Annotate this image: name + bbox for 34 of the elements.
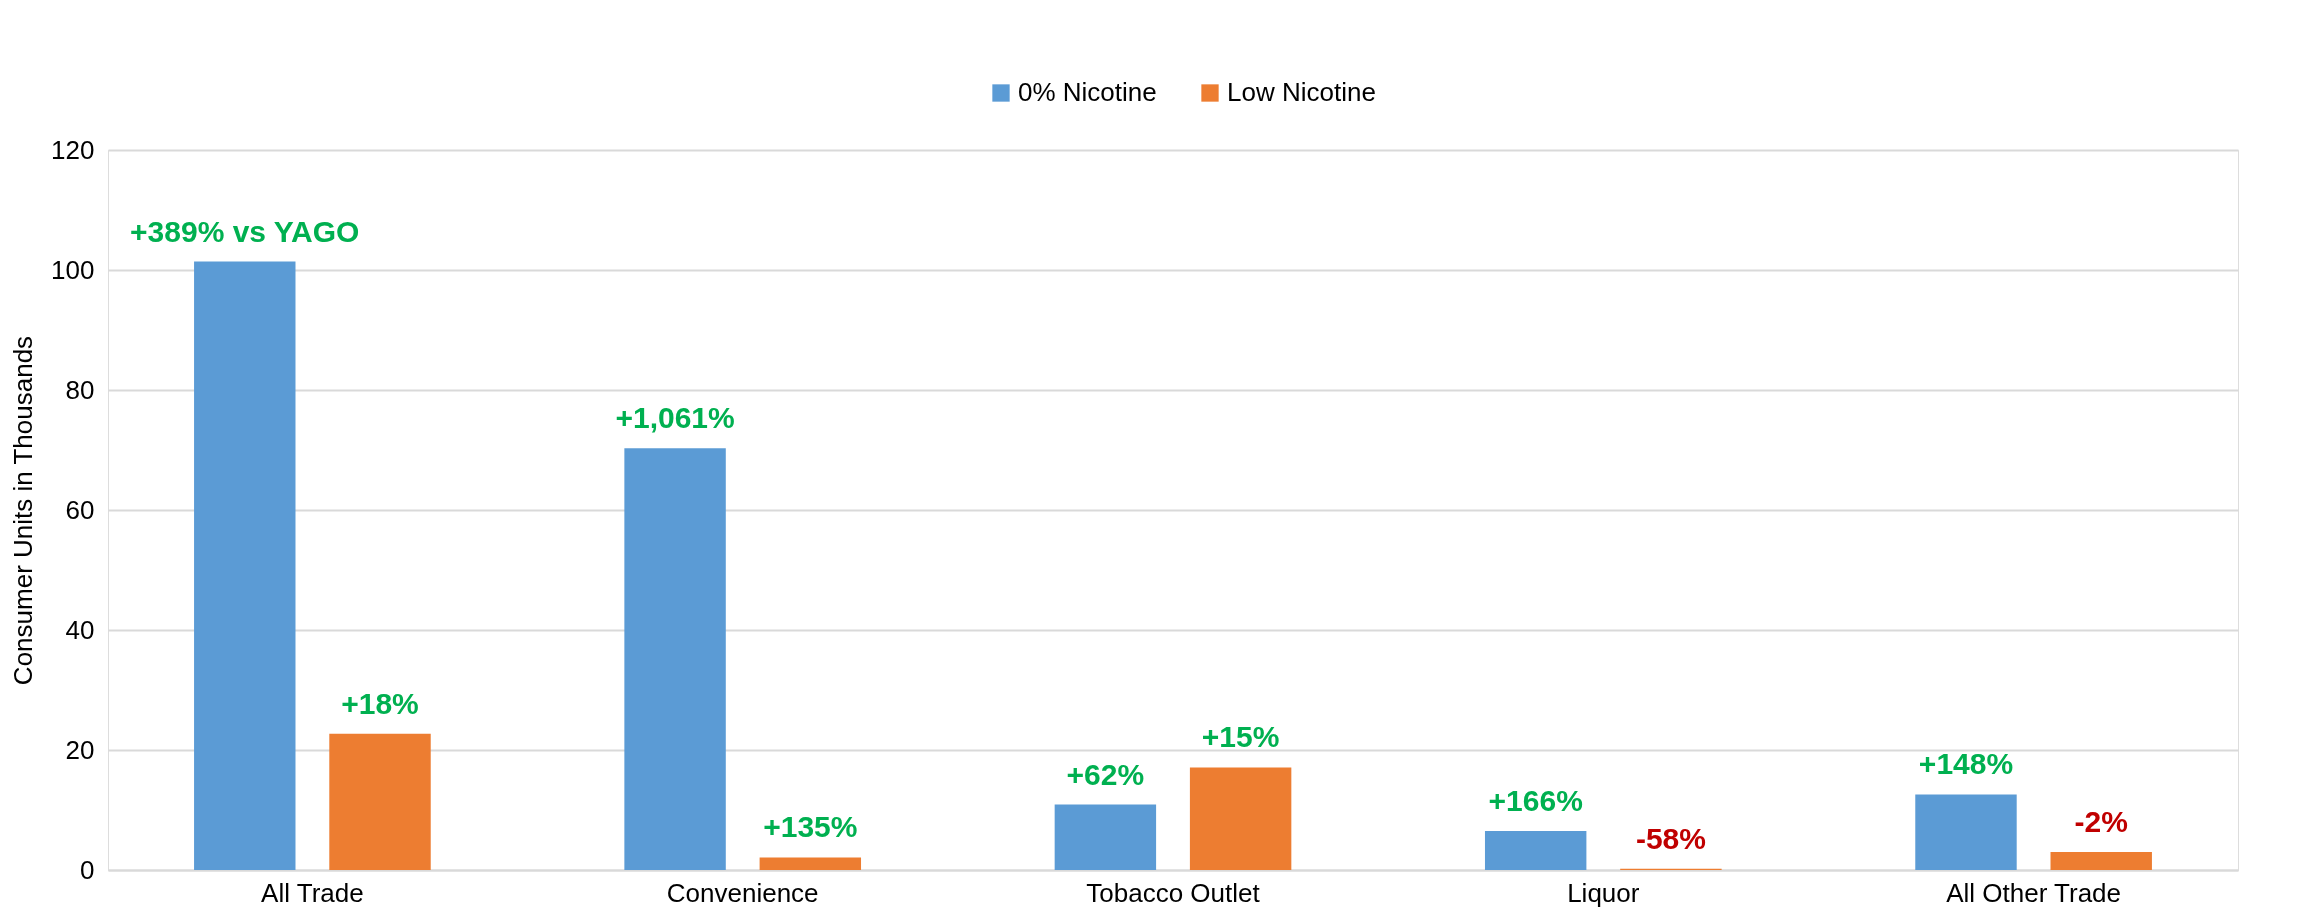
bar bbox=[2050, 852, 2152, 870]
y-tick-label: 0 bbox=[80, 854, 95, 885]
bar bbox=[1054, 804, 1157, 870]
annotation: +135% bbox=[763, 810, 858, 844]
bar bbox=[194, 261, 296, 870]
x-tick-label: All Other Trade bbox=[1946, 877, 2122, 908]
annotation: +18% bbox=[341, 686, 419, 720]
annotation: -58% bbox=[1635, 821, 1706, 855]
bar bbox=[1484, 831, 1587, 870]
bar bbox=[1189, 767, 1292, 870]
annotation: +166% bbox=[1488, 784, 1583, 817]
x-tick-label: Tobacco Outlet bbox=[1086, 877, 1261, 908]
bar bbox=[759, 857, 862, 870]
y-tick-label: 60 bbox=[65, 494, 95, 525]
bar bbox=[1915, 794, 2017, 870]
annotation: -2% bbox=[2074, 805, 2128, 838]
x-tick-label: Convenience bbox=[666, 877, 819, 908]
y-tick-label: 20 bbox=[65, 734, 95, 765]
annotation: +148% bbox=[1918, 747, 2014, 781]
y-tick-label: 80 bbox=[65, 374, 95, 405]
annotation: +62% bbox=[1066, 757, 1145, 791]
y-tick-label: 100 bbox=[51, 254, 95, 285]
legend-label: Low Nicotine bbox=[1227, 77, 1376, 107]
annotation: +15% bbox=[1201, 720, 1280, 754]
y-tick-label: 40 bbox=[65, 614, 95, 645]
annotation: +389% vs YAGO bbox=[130, 214, 360, 248]
annotation: +1,061% bbox=[615, 401, 735, 435]
bar bbox=[329, 733, 431, 870]
legend-label: 0% Nicotine bbox=[1018, 77, 1157, 107]
x-tick-label: Liquor bbox=[1567, 877, 1640, 908]
bar bbox=[624, 448, 726, 870]
y-tick-label: 120 bbox=[51, 134, 95, 165]
y-axis-title: Consumer Units in Thousands bbox=[8, 335, 39, 686]
x-tick-label: All Trade bbox=[261, 877, 364, 908]
